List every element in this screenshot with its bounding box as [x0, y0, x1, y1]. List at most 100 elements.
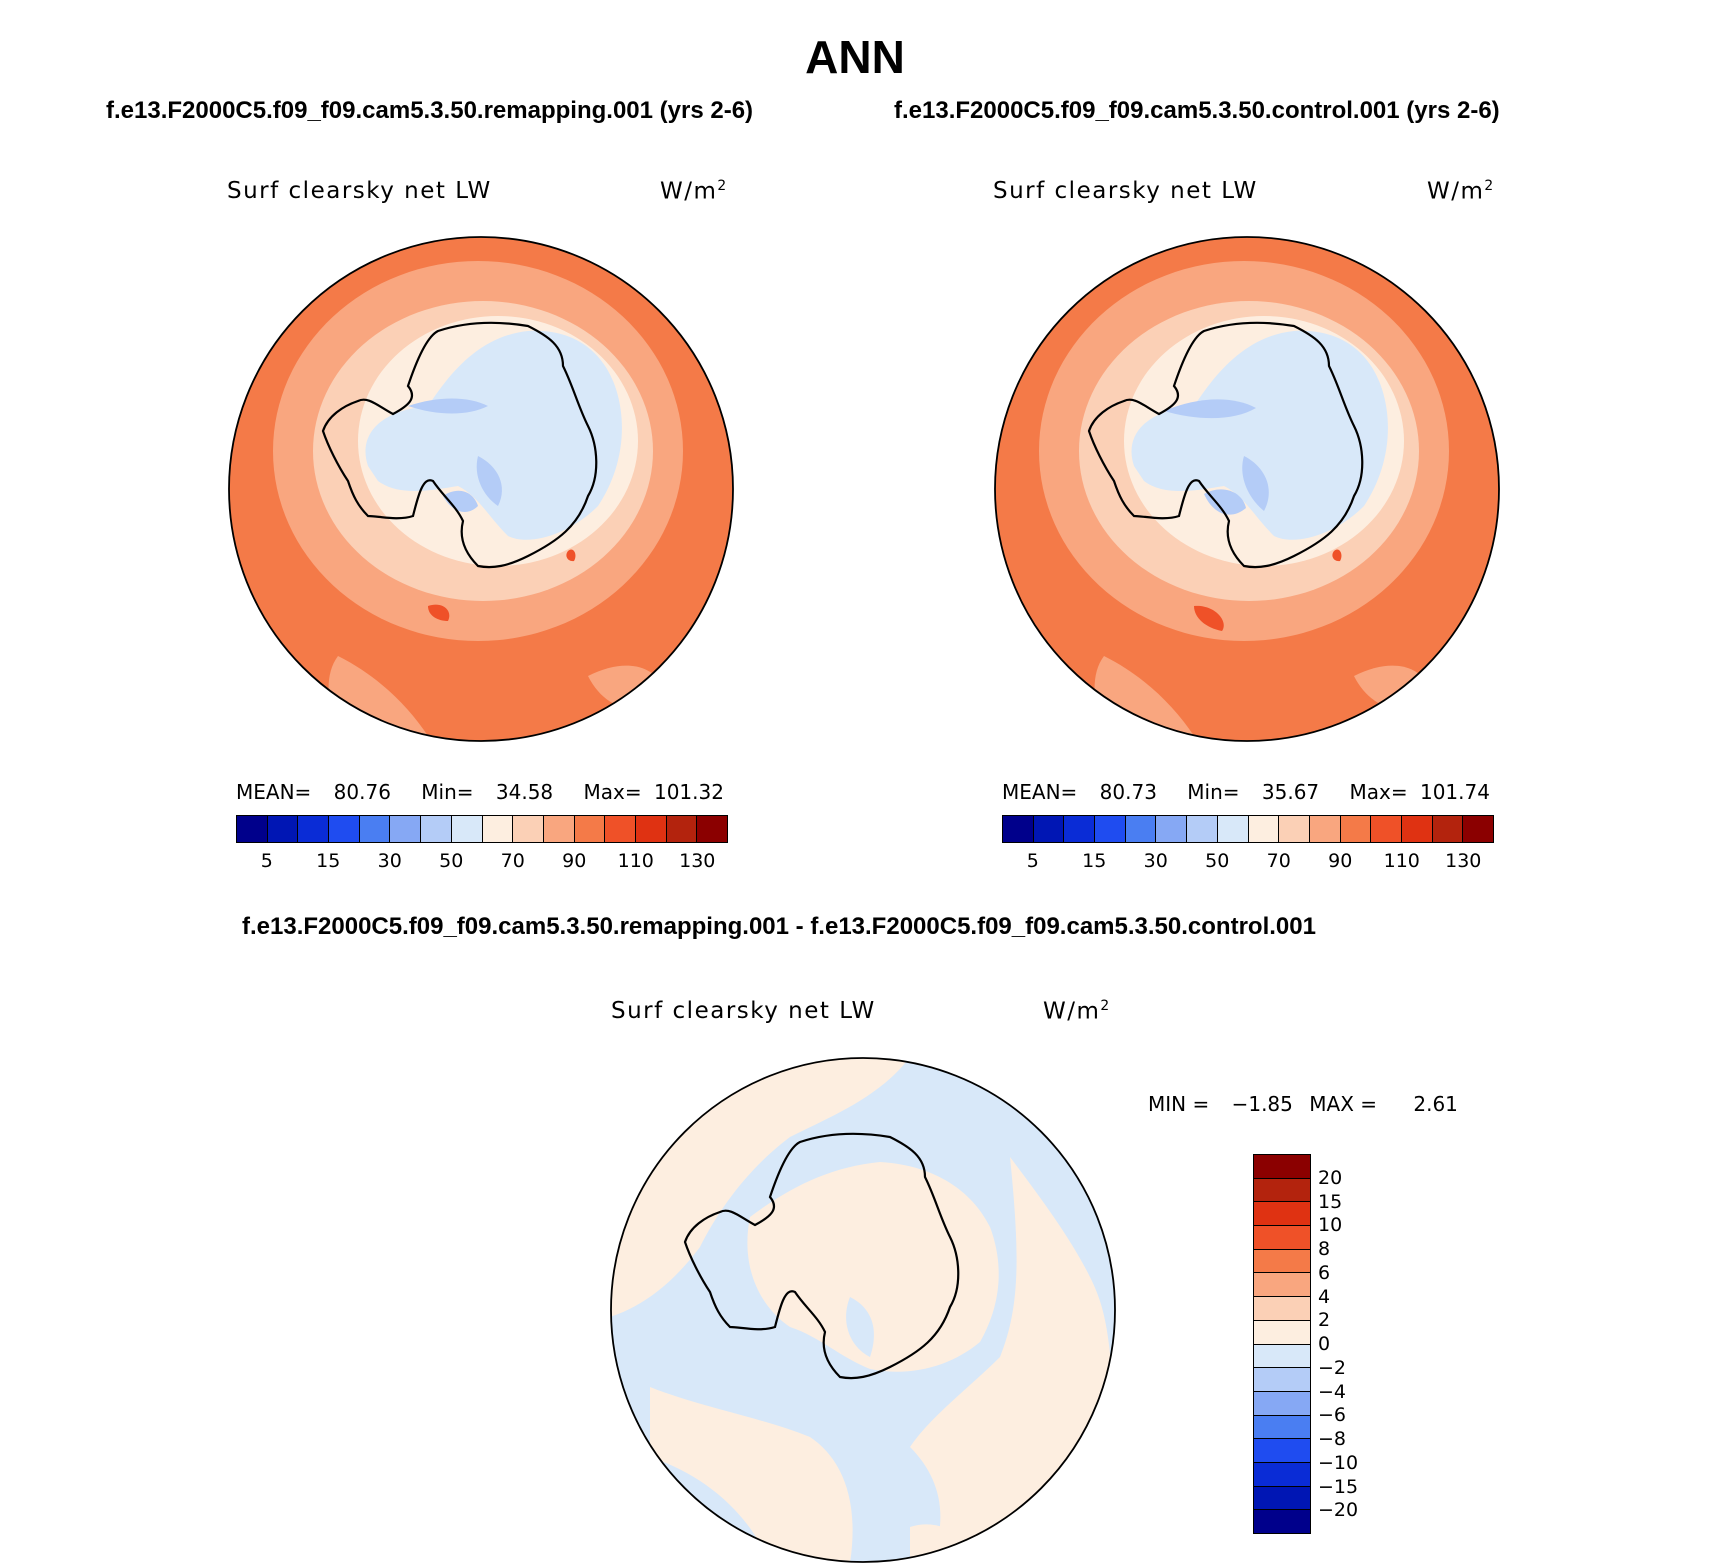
diff-colorbar-tick-label: −6 [1318, 1404, 1347, 1427]
right-colorbar-swatch [1279, 816, 1310, 842]
diff-colorbar-tick-label: −8 [1318, 1428, 1347, 1450]
warm-spot [428, 604, 450, 621]
diff-colorbar-swatch [1254, 1438, 1310, 1462]
diff-colorbar [1253, 1154, 1311, 1534]
left-max-value: 101.32 [653, 780, 724, 804]
left-colorbar-swatch [329, 816, 360, 842]
right-colorbar-tick-label: 70 [1266, 850, 1291, 872]
diff-colorbar-swatch [1254, 1319, 1310, 1344]
diff-min-value: −1.85 [1231, 1092, 1293, 1116]
diff-colorbar-swatch [1254, 1296, 1310, 1320]
diff-colorbar-swatch [1254, 1390, 1310, 1415]
diff-colorbar-tick-label: 15 [1318, 1190, 1343, 1213]
right-colorbar-tick-label: 50 [1205, 850, 1230, 872]
diff-colorbar-tick-label: −10 [1318, 1451, 1359, 1474]
diff-colorbar-tick-label: −15 [1318, 1475, 1359, 1498]
right-colorbar-swatch [1463, 816, 1493, 842]
antarctica-coastline [1087, 321, 1364, 569]
left-colorbar-swatch [635, 816, 667, 842]
diff-colorbar-tick-label: 0 [1318, 1333, 1331, 1355]
east-warm-spot [566, 549, 576, 562]
left-colorbar-swatch [237, 816, 268, 842]
diff-colorbar-swatch [1254, 1414, 1310, 1439]
diff-colorbar-swatch [1254, 1155, 1310, 1178]
antarctica-coastline [683, 1132, 960, 1380]
diff-min-label: MIN = [1148, 1092, 1210, 1116]
diff-colorbar-tick-label: 2 [1318, 1309, 1331, 1332]
diff-colorbar-swatch [1254, 1461, 1310, 1486]
negative-patch-west [730, 1303, 780, 1332]
left-colorbar-tick-label: 110 [617, 850, 654, 872]
left-colorbar-swatch [605, 816, 636, 842]
diff-colorbar-swatch [1254, 1272, 1310, 1297]
left-colorbar-tick-label: 30 [377, 850, 402, 872]
diff-case-title: f.e13.F2000C5.f09_f09.cam5.3.50.remappin… [242, 913, 1316, 940]
positive-region-continent [747, 1162, 999, 1372]
right-min-label: Min= [1187, 780, 1240, 804]
low-value-patch [1204, 489, 1246, 515]
left-colorbar-swatch [513, 816, 544, 842]
right-colorbar-swatch [1125, 816, 1157, 842]
right-colorbar-swatch [1371, 816, 1402, 842]
left-colorbar-tick-label: 90 [562, 850, 587, 872]
right-units-label: W/m2 [1427, 178, 1495, 205]
right-colorbar-swatch [1064, 816, 1096, 842]
left-colorbar-swatch [666, 816, 698, 842]
left-min-value: 34.58 [495, 780, 554, 804]
low-value-streak [408, 398, 488, 414]
right-colorbar-swatch [1401, 816, 1433, 842]
right-polar-map [994, 236, 1500, 742]
left-stats: MEAN= 80.76 Min= 34.58 Max= 101.32 [236, 780, 724, 804]
left-colorbar-tick-label: 130 [679, 850, 716, 872]
right-colorbar-swatch [1003, 816, 1034, 842]
diff-units-label: W/m2 [1043, 998, 1111, 1025]
left-colorbar-swatch [267, 816, 299, 842]
right-max-value: 101.74 [1419, 780, 1490, 804]
diff-max-label: MAX = [1309, 1092, 1378, 1116]
left-colorbar-swatch [390, 816, 422, 842]
east-warm-spot [1332, 549, 1342, 562]
low-value-patch [443, 490, 478, 512]
main-title: ANN [805, 31, 905, 83]
right-colorbar-swatch [1340, 816, 1372, 842]
left-colorbar-labels: 5 15 30 50 70 90 110 130 [236, 850, 728, 874]
diff-colorbar-swatch [1254, 1225, 1310, 1249]
right-colorbar-swatch [1156, 816, 1188, 842]
left-mean-value: 80.76 [333, 780, 391, 804]
diff-polar-map [610, 1057, 1116, 1563]
right-colorbar-tick-label: 30 [1143, 850, 1168, 872]
diff-colorbar-tick-label: 6 [1318, 1261, 1331, 1284]
right-mean-label: MEAN= [1002, 780, 1078, 804]
left-variable-label: Surf clearsky net LW [227, 178, 492, 204]
diff-colorbar-tick-label: 8 [1318, 1238, 1331, 1260]
right-colorbar-tick-label: 90 [1328, 850, 1353, 872]
right-colorbar-tick-label: 110 [1383, 850, 1420, 872]
diff-variable-label: Surf clearsky net LW [611, 998, 876, 1024]
right-colorbar-swatch [1248, 816, 1280, 842]
right-variable-label: Surf clearsky net LW [993, 178, 1258, 204]
left-colorbar-swatch [482, 816, 514, 842]
right-colorbar-swatch [1095, 816, 1126, 842]
diff-colorbar-tick-label: 4 [1318, 1285, 1331, 1308]
diff-colorbar-tick-label: −20 [1318, 1499, 1359, 1522]
left-colorbar-swatch [451, 816, 483, 842]
right-colorbar-swatch [1432, 816, 1464, 842]
antarctica-coastline [321, 321, 598, 569]
diff-colorbar-swatch [1254, 1509, 1310, 1533]
left-colorbar-swatch [359, 816, 391, 842]
warm-spot [1194, 605, 1224, 631]
left-colorbar-swatch [697, 816, 727, 842]
left-case-title: f.e13.F2000C5.f09_f09.cam5.3.50.remappin… [106, 97, 754, 124]
left-min-label: Min= [421, 780, 474, 804]
diff-colorbar-swatch [1254, 1201, 1310, 1226]
continent-interior-fill [1131, 330, 1388, 540]
right-colorbar-tick-label: 130 [1445, 850, 1482, 872]
diff-colorbar-swatch [1254, 1248, 1310, 1273]
negative-patch-ross [846, 1297, 874, 1357]
diff-colorbar-swatch [1254, 1367, 1310, 1391]
diff-colorbar-swatch [1254, 1485, 1310, 1510]
diff-colorbar-tick-label: 20 [1318, 1166, 1343, 1189]
continent-interior-fill [365, 330, 622, 540]
diff-colorbar-swatch [1254, 1177, 1310, 1202]
low-value-streak [1164, 399, 1256, 419]
